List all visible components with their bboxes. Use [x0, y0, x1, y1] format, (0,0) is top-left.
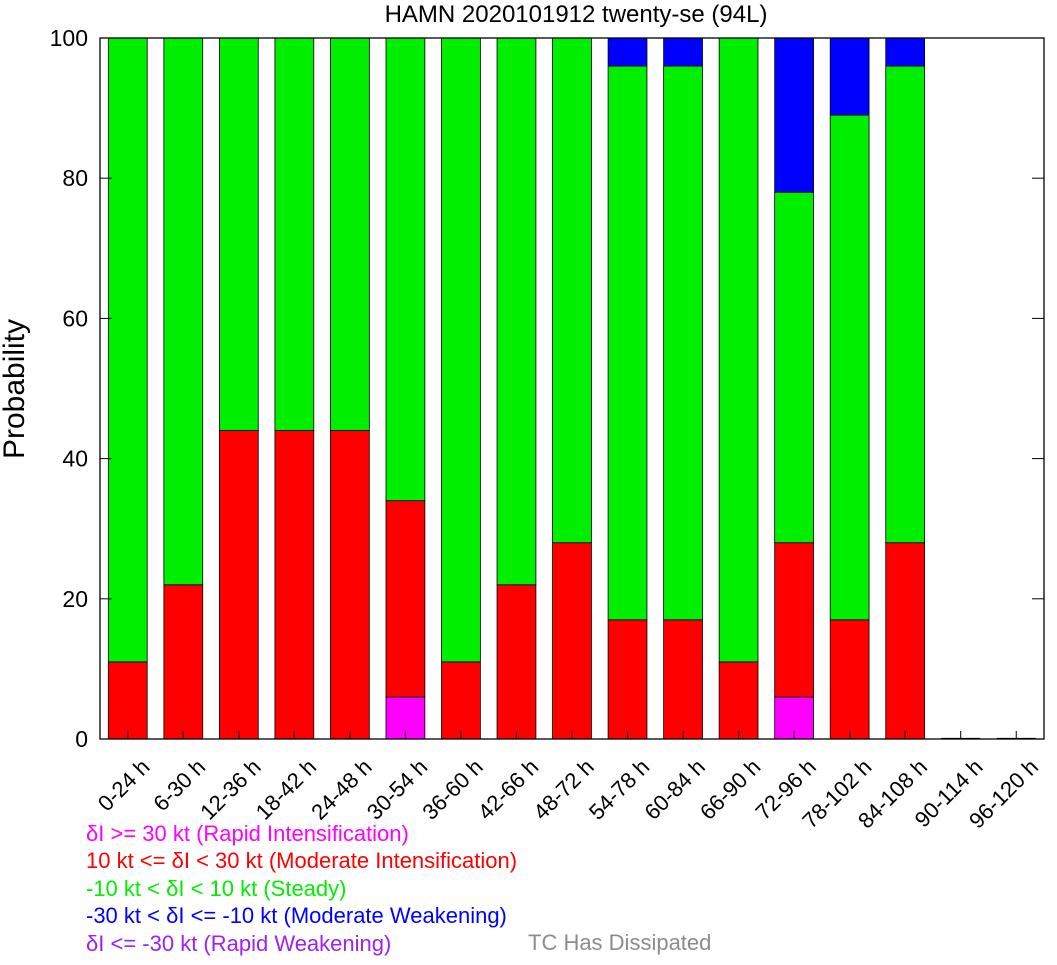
bar-segment-steady-11	[718, 37, 759, 663]
bar-segment-steady-14	[885, 65, 926, 544]
y-axis-label: Probability	[0, 319, 31, 459]
x-tick-label-2: 12-36 h	[195, 754, 265, 824]
x-tick-label-0: 0-24 h	[93, 754, 155, 816]
x-tick-label-9: 54-78 h	[584, 754, 654, 824]
y-tick-label-5: 100	[50, 25, 88, 51]
x-tick-label-8: 48-72 h	[528, 754, 598, 824]
bar-segment-moderate-intensification-7	[496, 584, 537, 740]
legend-item-rapid-weakening: δI <= -30 kt (Rapid Weakening)	[86, 930, 392, 956]
bar-segment-moderate-weakening-9	[607, 37, 648, 67]
bar-segment-steady-10	[663, 65, 703, 621]
x-tick-label-10: 60-84 h	[639, 754, 709, 824]
x-tick-label-6: 36-60 h	[417, 754, 487, 824]
bar-segment-moderate-weakening-10	[663, 37, 703, 67]
bar-segment-moderate-intensification-9	[607, 619, 648, 740]
x-tick-label-4: 24-48 h	[306, 754, 376, 824]
bar-segment-steady-3	[274, 37, 315, 431]
bar-segment-moderate-intensification-12	[774, 542, 814, 698]
legend-item-steady: -10 kt < δI < 10 kt (Steady)	[86, 875, 347, 901]
bar-segment-steady-12	[774, 191, 814, 544]
bar-segment-steady-6	[441, 37, 481, 663]
x-tick-label-5: 30-54 h	[362, 754, 432, 824]
bar-segment-moderate-intensification-6	[441, 661, 481, 740]
bar-segment-steady-1	[163, 37, 204, 586]
y-tick-label-4: 80	[62, 165, 88, 191]
bar-segment-moderate-weakening-13	[829, 37, 870, 116]
x-tick-label-7: 42-66 h	[473, 754, 543, 824]
x-tick-label-11: 66-90 h	[695, 754, 765, 824]
bar-segment-steady-7	[496, 37, 537, 586]
bar-segment-steady-8	[552, 37, 592, 544]
y-tick-label-3: 60	[62, 305, 88, 331]
bar-segment-moderate-intensification-10	[663, 619, 703, 740]
y-tick-label-2: 40	[62, 446, 88, 472]
bar-segment-moderate-intensification-4	[330, 430, 370, 740]
bar-segment-moderate-intensification-11	[718, 661, 759, 740]
y-tick-label-0: 0	[75, 726, 88, 752]
bar-segment-steady-5	[385, 37, 426, 502]
bar-segment-steady-4	[330, 37, 370, 431]
y-tick-label-1: 20	[62, 586, 88, 612]
chart-title: HAMN 2020101912 twenty-se (94L)	[385, 1, 768, 28]
bar-segment-moderate-intensification-3	[274, 430, 315, 740]
bar-segment-moderate-intensification-13	[829, 619, 870, 740]
bar-segment-moderate-intensification-5	[385, 500, 426, 698]
legend-item-moderate-weakening: -30 kt < δI <= -10 kt (Moderate Weakenin…	[86, 903, 507, 929]
bar-segment-moderate-intensification-14	[885, 542, 926, 740]
bar-segment-steady-13	[829, 114, 870, 621]
bar-segment-moderate-intensification-2	[218, 430, 259, 740]
bar-segment-moderate-weakening-14	[885, 37, 926, 67]
bar-segment-moderate-intensification-0	[107, 661, 148, 740]
legend-item-dissipated: TC Has Dissipated	[528, 930, 712, 955]
legend: δI >= 30 kt (Rapid Intensification) 10 k…	[86, 820, 517, 957]
bars-group	[107, 37, 1036, 740]
bar-segment-moderate-intensification-8	[552, 542, 592, 740]
bar-segment-moderate-intensification-1	[163, 584, 204, 740]
bar-segment-steady-2	[218, 37, 259, 431]
y-ticks-group: 0 20 40 60 80 100	[50, 25, 1044, 752]
x-tick-label-3: 18-42 h	[251, 754, 321, 824]
legend-item-rapid-intensification: δI >= 30 kt (Rapid Intensification)	[86, 821, 409, 846]
legend-item-moderate-intensification: 10 kt <= δI < 30 kt (Moderate Intensific…	[86, 848, 518, 874]
bar-segment-steady-9	[607, 65, 648, 621]
bar-segment-steady-0	[107, 37, 148, 663]
bar-segment-moderate-weakening-12	[774, 37, 814, 193]
